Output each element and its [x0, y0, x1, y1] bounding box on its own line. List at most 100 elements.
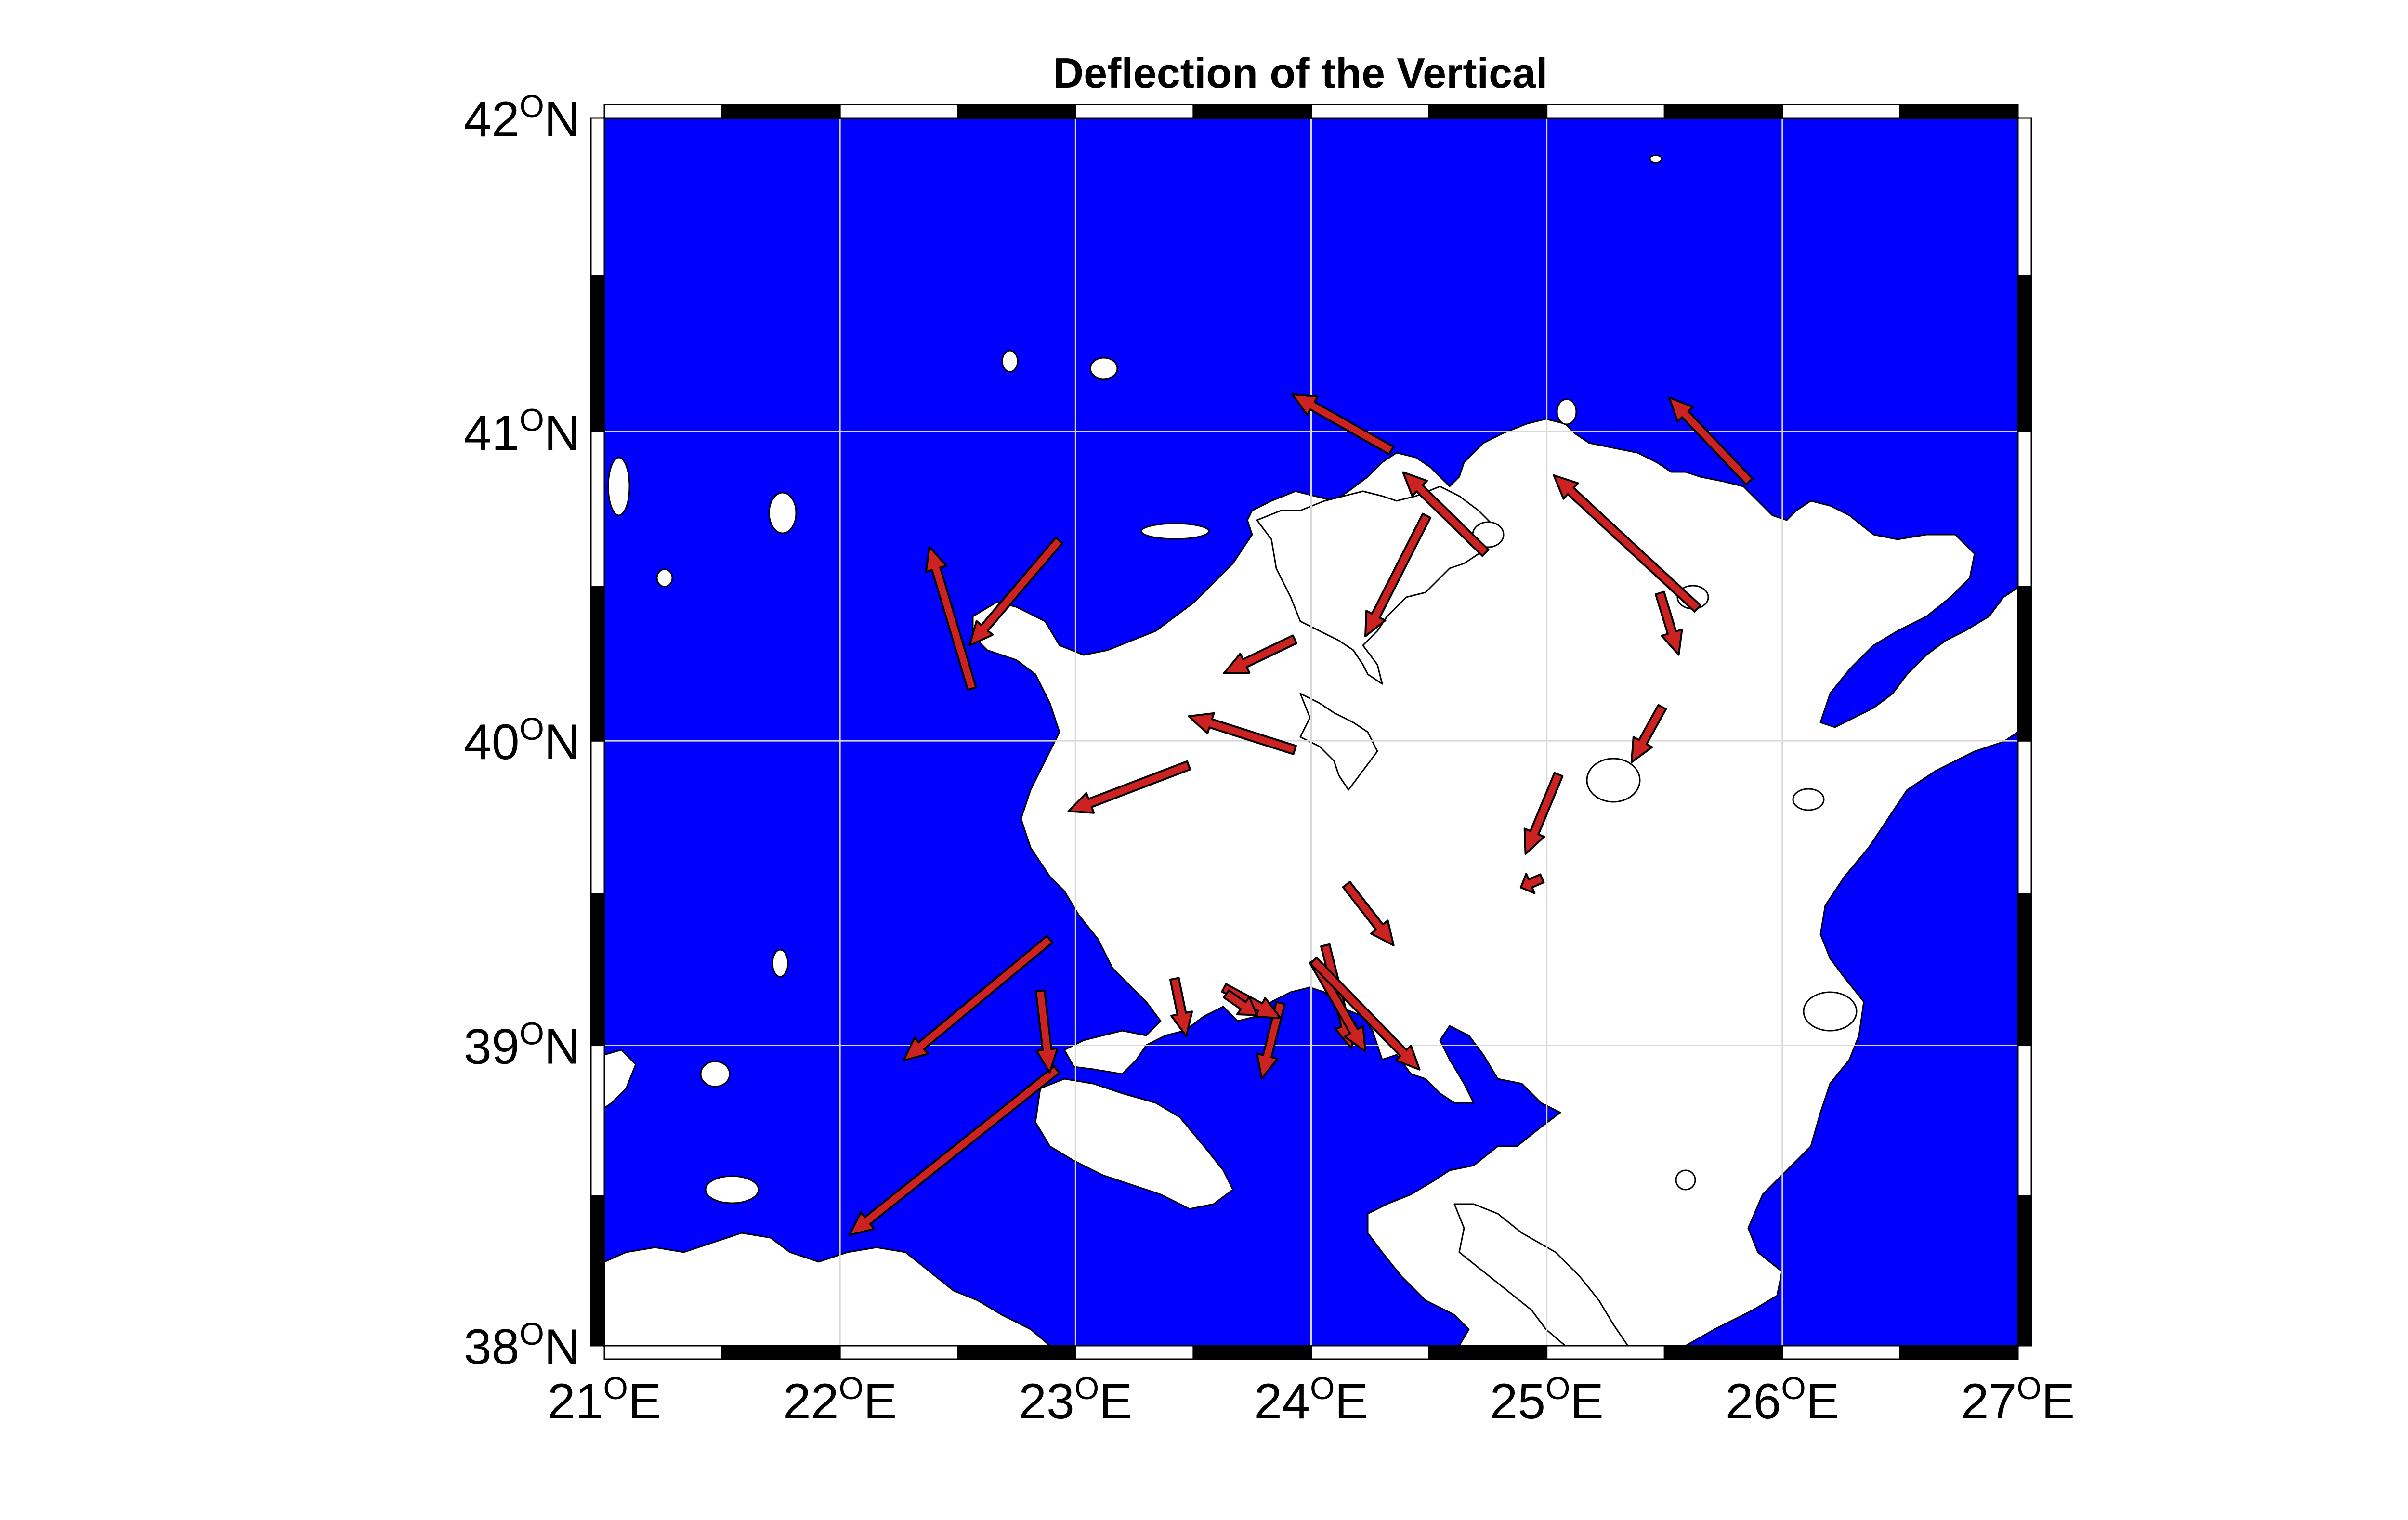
- graticule: [604, 118, 2018, 1346]
- frame-segment-top: [1546, 104, 1665, 119]
- deflection-arrow: [1309, 957, 1421, 1071]
- island-west-1: [1001, 350, 1019, 373]
- frame-segment-left: [590, 740, 605, 894]
- island-lesbos-inner: [1803, 991, 1858, 1032]
- longitude-label: 24OE: [1254, 1370, 1368, 1429]
- deflection-arrow: [1523, 772, 1564, 855]
- frame-segment-bottom: [603, 1345, 723, 1360]
- frame-segment-bottom: [839, 1345, 959, 1360]
- deflection-arrow: [1668, 396, 1754, 485]
- latitude-label: 38ON: [464, 1316, 580, 1375]
- frame-segment-bottom: [1781, 1345, 1901, 1360]
- deflection-arrow: [1188, 712, 1297, 755]
- frame-segment-bottom: [1192, 1345, 1312, 1360]
- island-west-2: [1089, 357, 1118, 380]
- deflection-arrow: [1342, 881, 1395, 946]
- deflection-arrow: [1364, 512, 1432, 638]
- island-east-1: [1792, 788, 1825, 811]
- deflection-arrow: [848, 1065, 1060, 1236]
- island-south-aegean-1: [1675, 1169, 1696, 1191]
- longitude-label: 23OE: [1019, 1370, 1132, 1429]
- land-west-coast: [604, 1049, 637, 1109]
- frame-segment-right: [2017, 586, 2032, 742]
- land-sporades-chain: [1299, 693, 1378, 791]
- frame-segment-right: [2017, 892, 2032, 1047]
- frame-segment-top: [1192, 104, 1312, 119]
- island-central-1: [1586, 758, 1641, 803]
- land-greek-mainland-north: [972, 418, 2018, 1346]
- deflection-arrow: [1654, 590, 1683, 656]
- frame-segment-right: [2017, 740, 2032, 894]
- island-north-strip: [1140, 523, 1210, 540]
- frame-segment-left: [590, 892, 605, 1047]
- deflection-vectors: [848, 393, 1754, 1236]
- plot-area: [604, 118, 2018, 1346]
- deflection-arrow: [1519, 873, 1545, 894]
- frame-segment-left: [590, 431, 605, 588]
- island-west-4: [656, 568, 673, 588]
- latitude-label: 40ON: [464, 711, 580, 770]
- deflection-arrow: [1291, 393, 1395, 456]
- frame-segment-top: [1781, 104, 1901, 119]
- map-frame: [590, 104, 2032, 1360]
- frame-segment-left: [590, 117, 605, 276]
- island-thasos: [1556, 398, 1577, 425]
- frame-segment-right: [2017, 431, 2032, 588]
- frame-segment-top: [603, 104, 723, 119]
- frame-segment-bottom: [957, 1345, 1076, 1360]
- longitude-tick-labels: 21OE 22OE 23OE 24OE 25OE 26OE 27OE: [548, 1370, 2075, 1429]
- deflection-arrow: [1630, 704, 1667, 763]
- frame-segment-top: [1663, 104, 1783, 119]
- frame-segment-top: [1428, 104, 1548, 119]
- island-north-tiny: [1649, 154, 1662, 164]
- land-masses: [604, 418, 2018, 1346]
- deflection-arrow: [1169, 977, 1193, 1037]
- island-northwest: [607, 457, 630, 516]
- deflection-arrow: [1035, 989, 1059, 1074]
- land-peloponnese-south: [604, 1232, 1051, 1346]
- land-chalkidiki-peninsula: [1256, 485, 1494, 685]
- deflection-arrow: [903, 935, 1054, 1061]
- latitude-label: 39ON: [464, 1016, 580, 1075]
- frame-segment-bottom: [1074, 1345, 1194, 1360]
- land-aegean-strip-south: [1453, 1203, 1629, 1346]
- longitude-label: 21OE: [548, 1370, 661, 1429]
- island-southwest-2: [772, 949, 789, 978]
- latitude-label: 42ON: [464, 88, 580, 147]
- longitude-label: 22OE: [783, 1370, 897, 1429]
- frame-segment-bottom: [1428, 1345, 1548, 1360]
- frame-segment-bottom: [721, 1345, 841, 1360]
- deflection-arrow: [968, 537, 1063, 647]
- frame-segment-left: [590, 1045, 605, 1197]
- frame-segment-top: [1310, 104, 1430, 119]
- longitude-label: 26OE: [1726, 1370, 1839, 1429]
- frame-segment-left: [590, 275, 605, 432]
- island-west-3: [768, 492, 797, 534]
- latitude-label: 41ON: [464, 402, 580, 461]
- deflection-arrow: [1402, 471, 1490, 557]
- islands: [607, 154, 1858, 1204]
- deflection-arrow: [1067, 760, 1191, 814]
- map-title: Deflection of the Vertical: [1053, 49, 1548, 97]
- frame-segment-top: [957, 104, 1076, 119]
- frame-segment-bottom: [1663, 1345, 1783, 1360]
- frame-segment-top: [1074, 104, 1194, 119]
- deflection-arrow: [1553, 474, 1701, 613]
- deflection-arrow: [1223, 634, 1298, 674]
- frame-segment-bottom: [1899, 1345, 2019, 1360]
- island-west-5: [700, 1061, 731, 1088]
- frame-segment-bottom: [1310, 1345, 1430, 1360]
- longitude-label: 25OE: [1490, 1370, 1603, 1429]
- island-southwest-1: [705, 1175, 759, 1204]
- frame-segment-left: [590, 1195, 605, 1347]
- frame-segment-left: [590, 586, 605, 742]
- land-gulf-area: [1034, 1078, 1234, 1210]
- deflection-arrow: [1223, 989, 1258, 1016]
- longitude-label: 27OE: [1961, 1370, 2075, 1429]
- frame-segment-top: [1899, 104, 2019, 119]
- deflection-arrow: [1256, 1001, 1286, 1080]
- deflection-arrow: [925, 546, 977, 691]
- frame-segment-right: [2017, 1045, 2032, 1197]
- frame-segment-right: [2017, 275, 2032, 432]
